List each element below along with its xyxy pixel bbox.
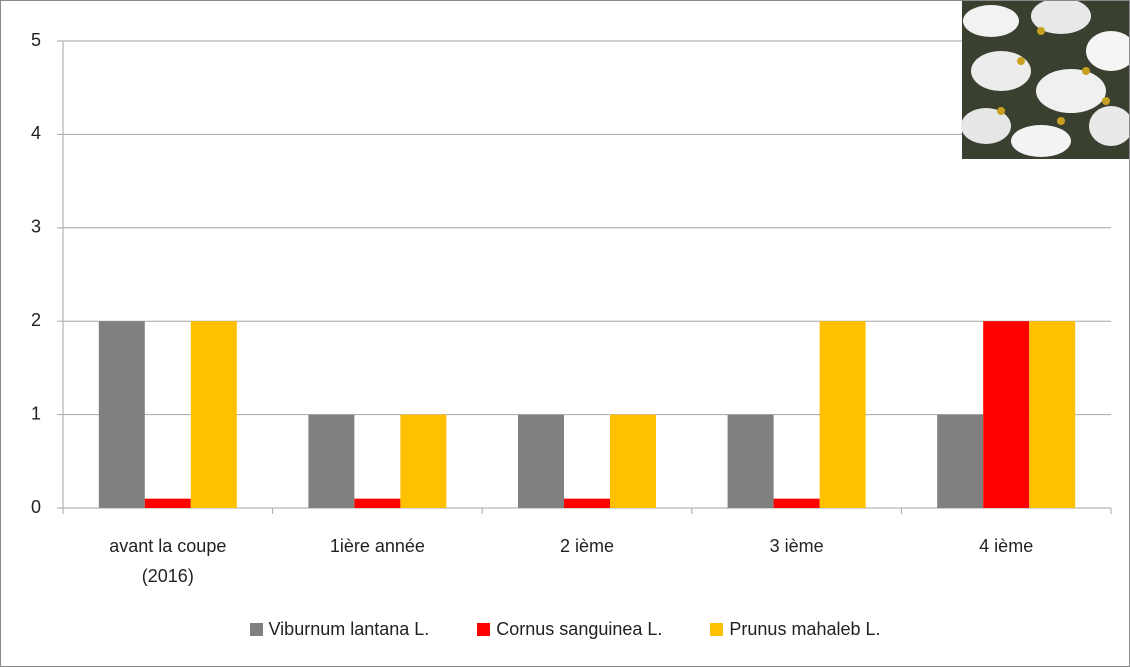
- bar: [728, 415, 774, 508]
- bar: [354, 499, 400, 508]
- x-tick-label: 4 ième: [921, 531, 1091, 561]
- photo: [961, 1, 1129, 159]
- chart-page: 0 1 2 3 4 5 Viburnum lantana L. Cornus sanguin…: [0, 0, 1130, 667]
- y-tick-label: 0: [31, 497, 41, 517]
- plot: 0 1 2 3 4 5: [31, 30, 1111, 517]
- bar: [308, 415, 354, 508]
- bar: [937, 415, 983, 508]
- legend-item: Prunus mahaleb L.: [710, 619, 880, 640]
- bar: [191, 321, 237, 508]
- bar: [983, 321, 1029, 508]
- legend-item: Cornus sanguinea L.: [477, 619, 662, 640]
- bar: [99, 321, 145, 508]
- y-tick-label: 4: [31, 123, 41, 143]
- x-tick-label: 2 ième: [502, 531, 672, 561]
- legend-item: Viburnum lantana L.: [250, 619, 430, 640]
- x-tick-label: avant la coupe (2016): [83, 531, 253, 591]
- bar: [774, 499, 820, 508]
- bar: [1029, 321, 1075, 508]
- legend-swatch: [477, 623, 490, 636]
- bar: [518, 415, 564, 508]
- bar: [820, 321, 866, 508]
- bar: [400, 415, 446, 508]
- y-tick-label: 3: [31, 217, 41, 237]
- x-tick-label: 1ière année: [292, 531, 462, 561]
- legend-label: Cornus sanguinea L.: [496, 619, 662, 640]
- legend-label: Prunus mahaleb L.: [729, 619, 880, 640]
- legend-label: Viburnum lantana L.: [269, 619, 430, 640]
- y-tick-label: 2: [31, 310, 41, 330]
- bar: [564, 499, 610, 508]
- y-tick-label: 5: [31, 30, 41, 50]
- legend: Viburnum lantana L. Cornus sanguinea L. Pr…: [1, 619, 1129, 640]
- bar: [145, 499, 191, 508]
- y-tick-label: 1: [31, 403, 41, 423]
- bar: [610, 415, 656, 508]
- x-tick-label: 3 ième: [712, 531, 882, 561]
- legend-swatch: [250, 623, 263, 636]
- legend-swatch: [710, 623, 723, 636]
